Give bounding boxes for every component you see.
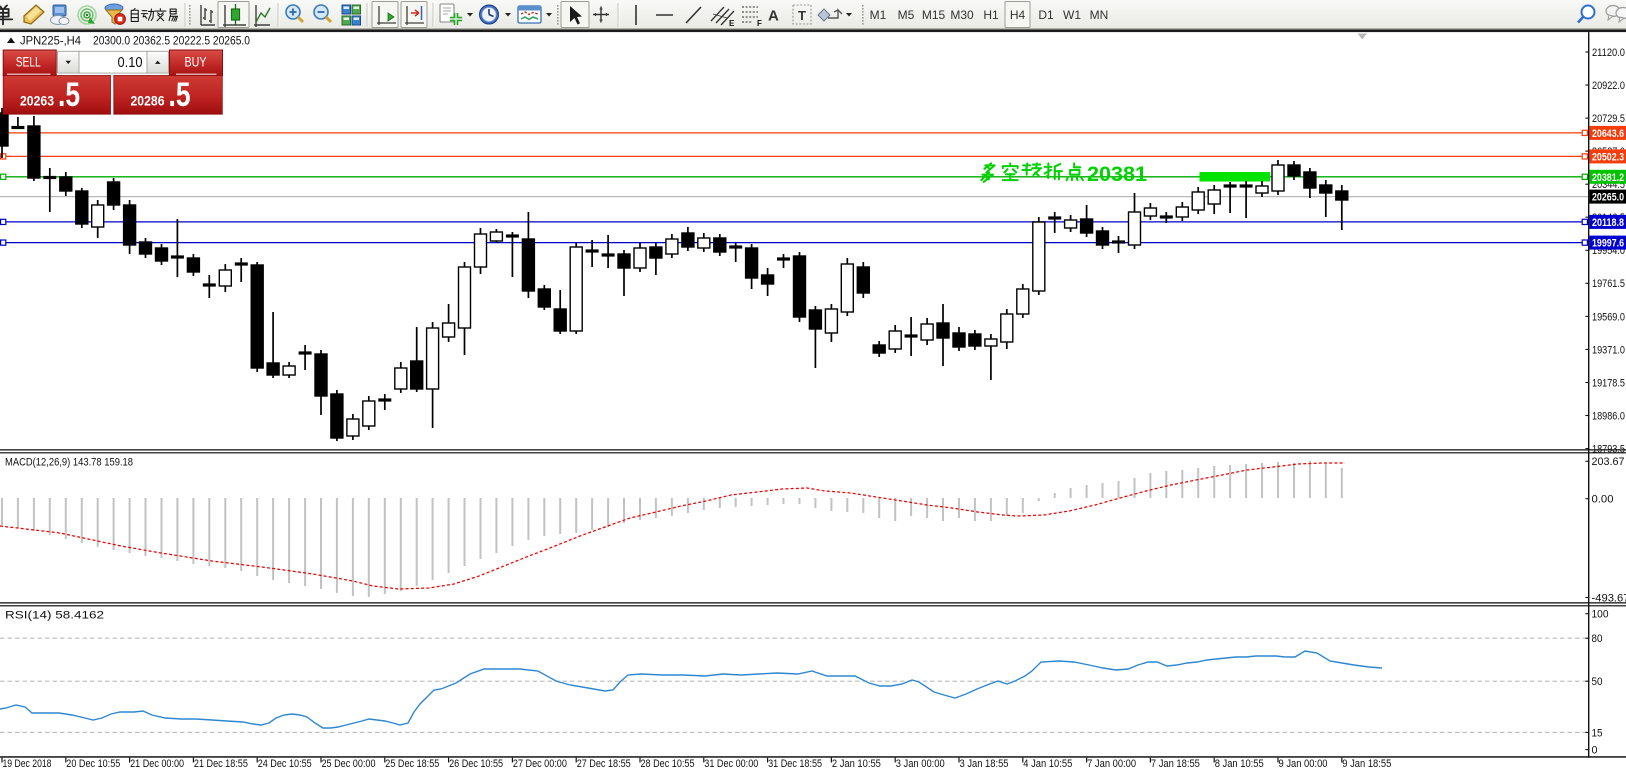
svg-text:20922.0: 20922.0 [1592, 80, 1625, 92]
svg-text:20381.2: 20381.2 [1592, 172, 1624, 184]
svg-text:0.00: 0.00 [1592, 494, 1614, 506]
svg-text:20286: 20286 [131, 92, 165, 108]
svg-text:JPN225-,H4: JPN225-,H4 [20, 34, 81, 48]
svg-text:20643.6: 20643.6 [1592, 128, 1624, 140]
svg-text:E: E [729, 19, 735, 28]
svg-text:T: T [798, 8, 806, 23]
svg-text:H4: H4 [1010, 8, 1026, 22]
svg-text:21120.0: 21120.0 [1592, 47, 1625, 59]
svg-text:A: A [768, 8, 779, 25]
svg-text:7 Jan 00:00: 7 Jan 00:00 [1087, 758, 1136, 770]
svg-text:50: 50 [1592, 676, 1603, 688]
svg-text:20 Dec 10:55: 20 Dec 10:55 [66, 758, 120, 770]
svg-text:F: F [757, 19, 762, 28]
svg-text:7 Jan 18:55: 7 Jan 18:55 [1151, 758, 1200, 770]
svg-text:25 Dec 18:55: 25 Dec 18:55 [385, 758, 439, 770]
svg-text:100: 100 [1592, 609, 1609, 621]
svg-text:19569.0: 19569.0 [1592, 311, 1625, 323]
svg-text:3 Jan 00:00: 3 Jan 00:00 [896, 758, 945, 770]
svg-text:20118.8: 20118.8 [1592, 217, 1624, 229]
svg-text:19371.0: 19371.0 [1592, 344, 1625, 356]
svg-text:2 Jan 10:55: 2 Jan 10:55 [832, 758, 881, 770]
svg-text:24 Dec 10:55: 24 Dec 10:55 [258, 758, 312, 770]
svg-text:9 Jan 00:00: 9 Jan 00:00 [1279, 758, 1328, 770]
svg-text:M15: M15 [922, 8, 946, 22]
svg-text:203.67: 203.67 [1592, 456, 1625, 468]
svg-text:0: 0 [1592, 745, 1598, 757]
svg-text:20265.0: 20265.0 [1592, 192, 1624, 204]
svg-text:M1: M1 [870, 8, 887, 22]
svg-text:BUY: BUY [185, 54, 207, 69]
svg-text:4 Jan 10:55: 4 Jan 10:55 [1023, 758, 1072, 770]
svg-text:27 Dec 00:00: 27 Dec 00:00 [513, 758, 567, 770]
svg-text:20502.3: 20502.3 [1592, 152, 1624, 164]
svg-text:20263: 20263 [20, 92, 54, 108]
svg-text:H1: H1 [983, 8, 999, 22]
svg-text:19997.6: 19997.6 [1592, 238, 1624, 250]
svg-text:25 Dec 00:00: 25 Dec 00:00 [322, 758, 376, 770]
svg-text:M30: M30 [950, 8, 974, 22]
svg-text:.5: .5 [169, 76, 191, 114]
svg-text:19178.5: 19178.5 [1592, 377, 1625, 389]
svg-text:9 Jan 18:55: 9 Jan 18:55 [1342, 758, 1391, 770]
svg-text:15: 15 [1592, 727, 1603, 739]
svg-text:19 Dec 2018: 19 Dec 2018 [3, 758, 52, 770]
svg-text:18986.0: 18986.0 [1592, 410, 1625, 422]
svg-text:21 Dec 00:00: 21 Dec 00:00 [130, 758, 184, 770]
svg-text:MACD(12,26,9) 143.78 159.18: MACD(12,26,9) 143.78 159.18 [5, 457, 133, 469]
svg-text:0.10: 0.10 [118, 54, 143, 71]
svg-text:19761.5: 19761.5 [1592, 278, 1625, 290]
svg-text:3 Jan 18:55: 3 Jan 18:55 [960, 758, 1009, 770]
svg-text:28 Dec 10:55: 28 Dec 10:55 [641, 758, 695, 770]
svg-text:M5: M5 [898, 8, 915, 22]
svg-text:31 Dec 00:00: 31 Dec 00:00 [704, 758, 758, 770]
svg-text:8 Jan 10:55: 8 Jan 10:55 [1215, 758, 1264, 770]
svg-text:.5: .5 [58, 76, 80, 114]
svg-text:20300.0 20362.5 20222.5 20265.: 20300.0 20362.5 20222.5 20265.0 [93, 34, 250, 48]
svg-text:D1: D1 [1038, 8, 1054, 22]
svg-text:RSI(14) 58.4162: RSI(14) 58.4162 [5, 610, 104, 622]
svg-text:80: 80 [1592, 633, 1603, 645]
svg-text:18793.5: 18793.5 [1592, 444, 1625, 456]
svg-text:SELL: SELL [16, 54, 41, 69]
svg-text:26 Dec 10:55: 26 Dec 10:55 [449, 758, 503, 770]
svg-text:31 Dec 18:55: 31 Dec 18:55 [768, 758, 822, 770]
svg-text:MN: MN [1090, 8, 1109, 22]
svg-text:20381: 20381 [1087, 162, 1147, 186]
svg-text:21 Dec 18:55: 21 Dec 18:55 [194, 758, 248, 770]
svg-text:-493.67: -493.67 [1592, 592, 1626, 604]
svg-text:20729.5: 20729.5 [1592, 113, 1625, 125]
svg-text:27 Dec 18:55: 27 Dec 18:55 [577, 758, 631, 770]
svg-text:W1: W1 [1063, 8, 1081, 22]
